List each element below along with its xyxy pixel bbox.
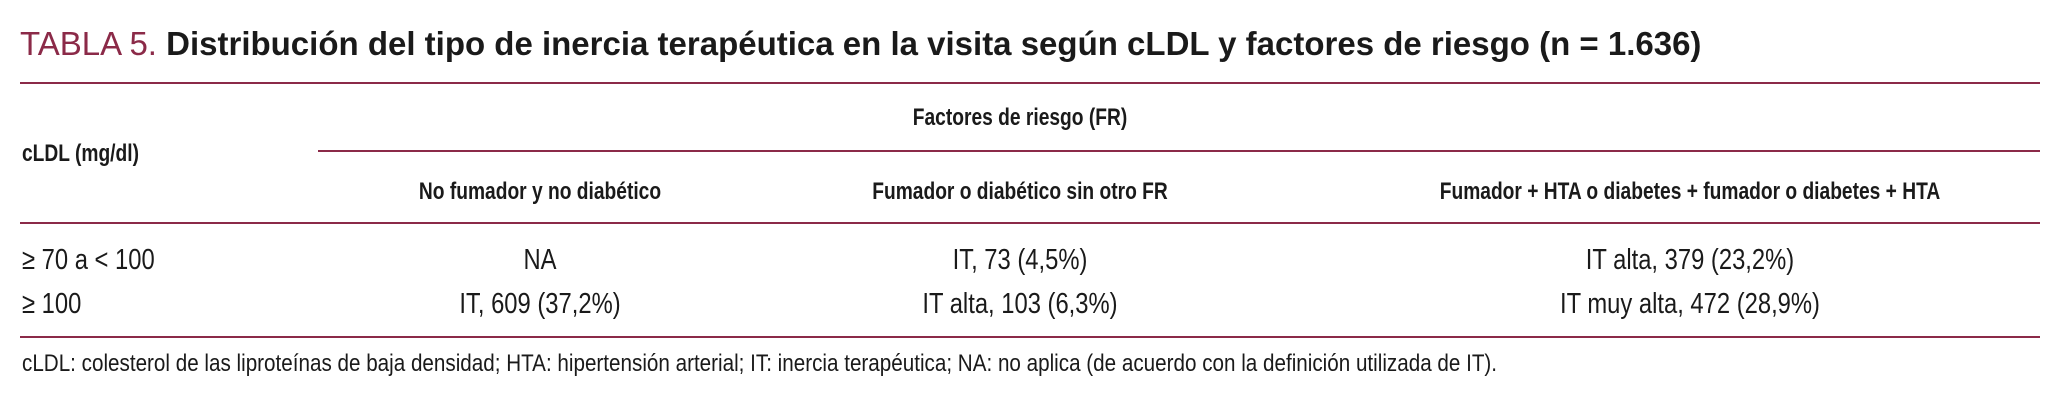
table-cell: IT, 609 (37,2%)	[459, 288, 621, 320]
table-number: TABLA 5.	[20, 25, 157, 62]
table-cell: IT, 73 (4,5%)	[952, 244, 1088, 276]
column-header-2: Fumador o diabético sin otro FR	[872, 178, 1168, 205]
table-cell: IT muy alta, 472 (28,9%)	[1560, 288, 1820, 320]
group-header: Factores de riesgo (FR)	[912, 104, 1128, 131]
row-label: ≥ 100	[22, 288, 82, 320]
row-header: cLDL (mg/dl)	[22, 140, 139, 167]
column-header-3: Fumador + HTA o diabetes + fumador o dia…	[1439, 178, 1941, 205]
top-rule	[20, 82, 2040, 84]
bottom-rule	[20, 336, 2040, 338]
table-caption: Distribución del tipo de inercia terapéu…	[166, 25, 1702, 62]
footnote: cLDL: colesterol de las liproteínas de b…	[22, 350, 1498, 377]
table-cell: NA	[523, 244, 557, 276]
table-cell: IT alta, 379 (23,2%)	[1585, 244, 1795, 276]
header-rule	[20, 222, 2040, 224]
table-title: TABLA 5. Distribución del tipo de inerci…	[20, 22, 2040, 66]
table-cell: IT alta, 103 (6,3%)	[922, 288, 1118, 320]
group-rule	[318, 150, 2040, 152]
column-header-1: No fumador y no diabético	[418, 178, 662, 205]
row-label: ≥ 70 a < 100	[22, 244, 155, 276]
